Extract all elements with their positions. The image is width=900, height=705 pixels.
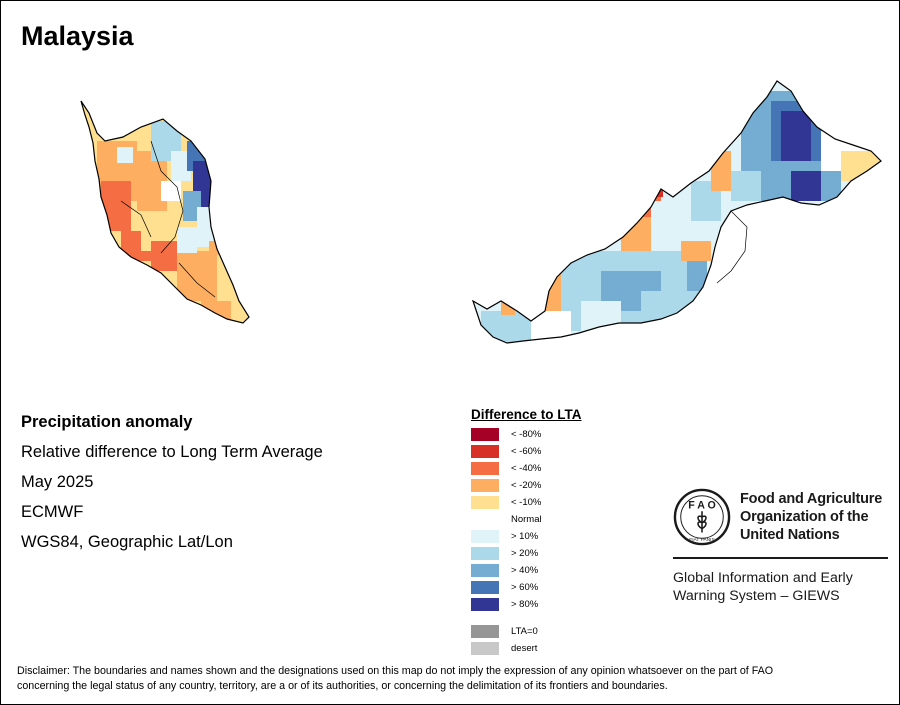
- legend-swatch: [471, 462, 499, 475]
- legend-label: Normal: [511, 514, 542, 525]
- legend-item: > 20%: [471, 547, 591, 560]
- legend-item: < -10%: [471, 496, 591, 509]
- fao-name-line3: United Nations: [740, 527, 840, 543]
- legend-swatch: [471, 564, 499, 577]
- giews-name: Global Information and Early Warning Sys…: [673, 569, 853, 605]
- legend-item: < -20%: [471, 479, 591, 492]
- giews-line2: Warning System – GIEWS: [673, 588, 840, 604]
- legend-item: > 80%: [471, 598, 591, 611]
- info-source: ECMWF: [21, 503, 84, 521]
- giews-line1: Global Information and Early: [673, 570, 853, 586]
- legend-title: Difference to LTA: [471, 407, 582, 422]
- legend-label: desert: [511, 643, 538, 654]
- fao-divider: [673, 557, 888, 559]
- legend-label: > 80%: [511, 599, 539, 610]
- fao-logo-icon: F A O FIAT PANIS: [673, 488, 731, 546]
- legend-swatch: [471, 581, 499, 594]
- legend-item: > 60%: [471, 581, 591, 594]
- legend-label: > 60%: [511, 582, 539, 593]
- legend-swatch: [471, 598, 499, 611]
- disclaimer: Disclaimer: The boundaries and names sho…: [17, 664, 887, 694]
- legend-swatch: [471, 479, 499, 492]
- legend-item-extra: LTA=0: [471, 625, 591, 638]
- legend-label: > 40%: [511, 565, 539, 576]
- legend-label: < -10%: [511, 497, 542, 508]
- info-subtitle: Relative difference to Long Term Average: [21, 443, 323, 461]
- state-boundaries-peninsular: [120, 140, 216, 298]
- legend-item: < -80%: [471, 428, 591, 441]
- fao-name-line1: Food and Agriculture: [740, 491, 883, 507]
- legend-item-extra: desert: [471, 642, 591, 655]
- info-projection: WGS84, Geographic Lat/Lon: [21, 533, 233, 551]
- disclaimer-line2: concerning the legal status of any count…: [17, 680, 668, 692]
- fao-name: Food and Agriculture Organization of the…: [740, 490, 882, 544]
- legend-swatch: [471, 530, 499, 543]
- legend-label: > 10%: [511, 531, 539, 542]
- legend-label: < -20%: [511, 480, 542, 491]
- borneo-anomaly-cells: [473, 81, 881, 343]
- info-period: May 2025: [21, 473, 94, 491]
- legend-item: Normal: [471, 513, 591, 526]
- info-heading: Precipitation anomaly: [21, 413, 193, 431]
- sarawak-sabah-boundary: [716, 210, 748, 284]
- legend-label: < -40%: [511, 463, 542, 474]
- peninsular-outline: [80, 100, 250, 324]
- legend-swatch: [471, 547, 499, 560]
- legend-label: < -80%: [511, 429, 542, 440]
- legend-item: > 10%: [471, 530, 591, 543]
- legend-swatch: [471, 445, 499, 458]
- svg-text:FIAT PANIS: FIAT PANIS: [689, 537, 715, 543]
- legend-label: < -60%: [511, 446, 542, 457]
- legend-swatch: [471, 625, 499, 638]
- legend-swatch: [471, 428, 499, 441]
- svg-text:F A O: F A O: [688, 499, 716, 511]
- map-title: Malaysia: [21, 21, 134, 51]
- borneo-outline: [471, 80, 882, 344]
- legend-label: LTA=0: [511, 626, 538, 637]
- legend-item: < -40%: [471, 462, 591, 475]
- fao-name-line2: Organization of the: [740, 509, 869, 525]
- legend-label: > 20%: [511, 548, 539, 559]
- peninsular-anomaly-cells: [81, 101, 249, 323]
- disclaimer-line1: Disclaimer: The boundaries and names sho…: [17, 665, 774, 677]
- legend-swatch: [471, 496, 499, 509]
- legend-swatch: [471, 642, 499, 655]
- anomaly-map: [80, 80, 882, 344]
- legend-item: < -60%: [471, 445, 591, 458]
- legend-item: > 40%: [471, 564, 591, 577]
